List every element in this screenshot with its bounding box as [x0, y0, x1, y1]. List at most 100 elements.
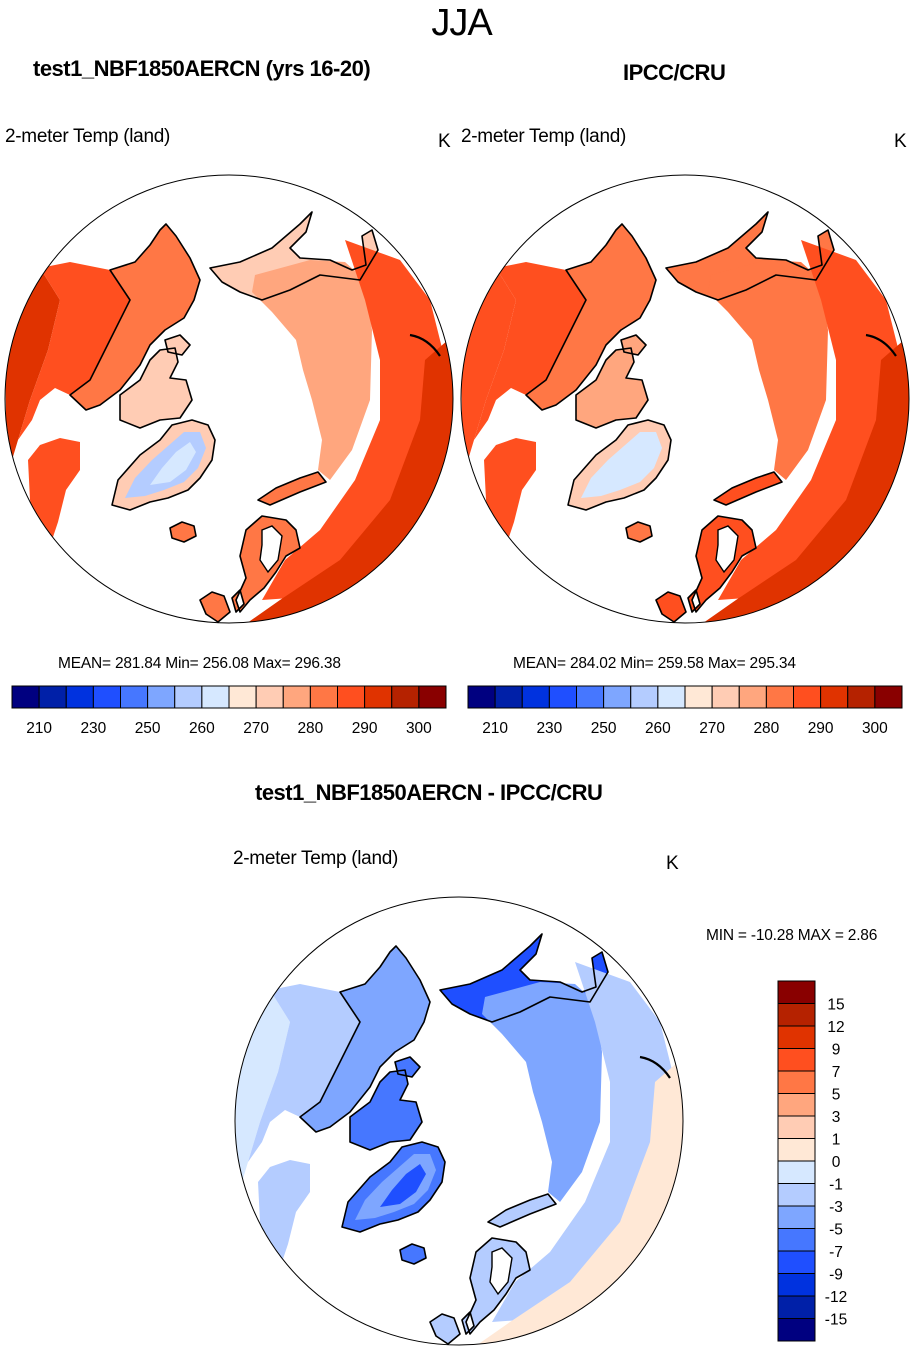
coastline: [655, 471, 783, 623]
colorbar-tick-label: 270: [699, 720, 725, 737]
colorbar-box: [777, 1273, 816, 1297]
colorbar-tick-label: 250: [591, 720, 617, 737]
coastline: [119, 334, 193, 429]
diff-map: [234, 896, 684, 1346]
diff-variable-label: 2-meter Temp (land): [233, 848, 399, 869]
colorbar-box: [337, 685, 366, 709]
colorbar-tick-label: 0: [832, 1154, 841, 1171]
colorbar-tick-label: 3: [832, 1109, 841, 1126]
colorbar-tick-label: 260: [189, 720, 215, 737]
colorbar-box: [147, 685, 176, 709]
colorbar-box: [765, 685, 794, 709]
colorbar-tick-label: 12: [827, 1019, 844, 1036]
colorbar-box: [777, 1048, 816, 1072]
coastline: [567, 419, 672, 511]
obs-panel-title: IPCC/CRU: [623, 60, 726, 85]
colorbar-box: [603, 685, 632, 709]
lake-outline: [409, 333, 441, 357]
coastline: [349, 1056, 423, 1151]
colorbar-box: [309, 685, 338, 709]
land-region-iceland: [400, 1244, 426, 1264]
land-region-siberia-mid: [252, 260, 372, 480]
coastline: [439, 933, 609, 1023]
colorbar-box: [777, 1228, 816, 1252]
colorbar-tick-label: 250: [135, 720, 161, 737]
model-colorbar: 210 230 250 260 270 280 290 300: [11, 685, 447, 737]
colorbar-box: [630, 685, 659, 709]
colorbar-tick-label: 260: [645, 720, 671, 737]
land-region-north-america-mid: [18, 262, 130, 546]
colorbar-box: [174, 685, 203, 709]
colorbar-box: [521, 685, 550, 709]
colorbar-box: [777, 1183, 816, 1207]
colorbar-tick-label: -5: [829, 1222, 843, 1239]
land-region-siberia-north-coast: [440, 934, 608, 1022]
model-map: [4, 174, 454, 624]
colorbar-box: [820, 685, 849, 709]
colorbar-box: [92, 685, 121, 709]
colorbar-tick-label: -7: [829, 1244, 843, 1261]
coastline: [575, 334, 649, 429]
colorbar-box: [777, 1295, 816, 1319]
land-region-siberia-mid: [482, 982, 602, 1202]
land-region-north-america-north-alaska: [526, 224, 656, 410]
colorbar-tick-label: 230: [80, 720, 106, 737]
colorbar-tick-label: 230: [536, 720, 562, 737]
colorbar-tick-label: 210: [26, 720, 52, 737]
map-border: [460, 174, 910, 624]
lake-outline: [865, 333, 897, 357]
land-region-siberia-mid: [708, 260, 828, 480]
colorbar-tick-label: -1: [829, 1177, 843, 1194]
obs-map: [460, 174, 910, 624]
land-region-greenland-ice-sheet-core: [150, 442, 196, 485]
colorbar-box: [777, 1003, 816, 1027]
land-region-eurasia-south: [718, 240, 901, 600]
colorbar-box: [657, 685, 686, 709]
land-region-eurasia-far-south: [696, 340, 909, 623]
colorbar-box: [548, 685, 577, 709]
colorbar-box: [65, 685, 94, 709]
land-region-iceland: [626, 522, 652, 542]
colorbar-tick-label: -3: [829, 1199, 843, 1216]
colorbar-tick-label: 7: [832, 1064, 841, 1081]
model-variable-label: 2-meter Temp (land): [5, 126, 171, 147]
land-region-eurasia-far-south: [470, 1062, 683, 1345]
colorbar-box: [777, 1205, 816, 1229]
model-panel-title: test1_NBF1850AERCN (yrs 16-20): [33, 56, 371, 81]
colorbar-box: [418, 685, 447, 709]
land-region-siberia-north-coast: [210, 212, 378, 300]
colorbar-box: [684, 685, 713, 709]
coastline: [341, 1141, 446, 1233]
obs-colorbar: 210 230 250 260 270 280 290 300: [467, 685, 903, 737]
colorbar-tick-label: 280: [297, 720, 323, 737]
colorbar-box: [255, 685, 284, 709]
diff-stats: MIN = -10.28 MAX = 2.86: [706, 927, 878, 944]
lake: [489, 1247, 513, 1296]
land-region-canadian-archipelago: [576, 335, 648, 428]
coastline: [199, 471, 327, 623]
land-region-greenland-ice-sheet-core: [380, 1164, 426, 1207]
colorbar-box: [467, 685, 496, 709]
diff-panel-title: test1_NBF1850AERCN - IPCC/CRU: [255, 780, 603, 805]
coastline: [169, 521, 197, 543]
coastline: [429, 1193, 557, 1345]
land-region-eurasia-south: [262, 240, 445, 600]
colorbar-box: [391, 685, 420, 709]
colorbar-box: [777, 1318, 816, 1342]
colorbar-tick-label: 300: [406, 720, 432, 737]
land-region-canadian-archipelago: [350, 1057, 422, 1150]
lake: [259, 525, 283, 574]
colorbar-tick-label: 210: [482, 720, 508, 737]
coastline: [299, 945, 431, 1133]
colorbar-box: [777, 1070, 816, 1094]
colorbar-box: [282, 685, 311, 709]
colorbar-box: [738, 685, 767, 709]
colorbar-tick-label: -15: [825, 1312, 847, 1329]
colorbar-box: [777, 1115, 816, 1139]
colorbar-box: [576, 685, 605, 709]
colorbar-box: [120, 685, 149, 709]
colorbar-box: [777, 980, 816, 1004]
colorbar-box: [874, 685, 903, 709]
coastline: [665, 211, 835, 301]
